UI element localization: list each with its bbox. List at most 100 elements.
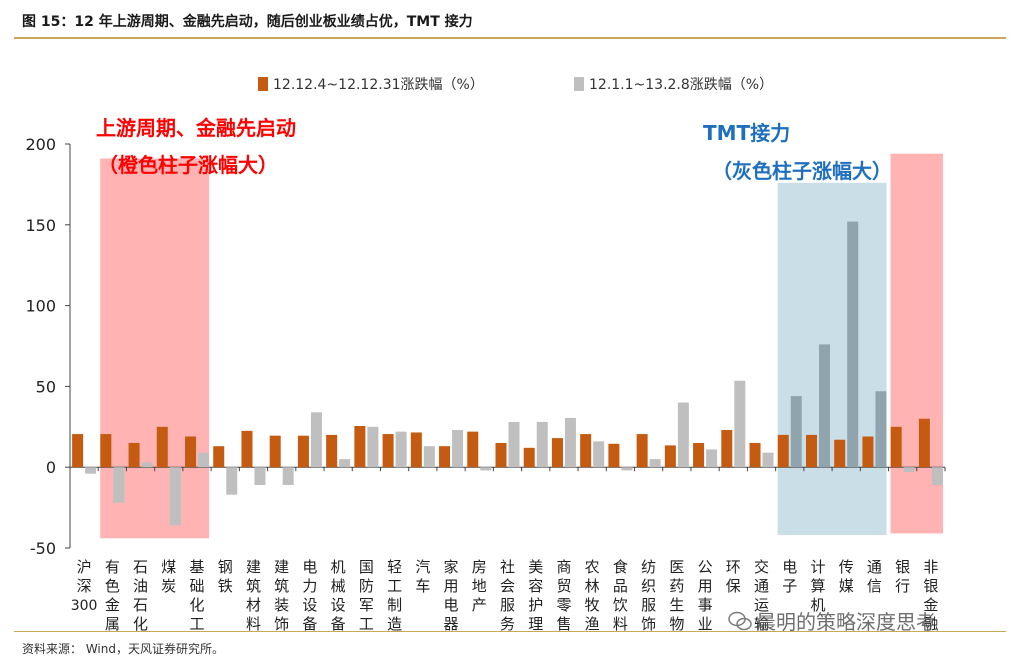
y-tick-label-5: -50 — [30, 539, 56, 558]
chart-legend: 12.12.4~12.12.31涨跌幅（%） 12.1.1~13.2.8涨跌幅（… — [258, 77, 773, 93]
y-tick-label-0: 200 — [25, 135, 56, 154]
category-label-21: 医药生物 — [669, 558, 684, 633]
category-label-12: 汽车 — [415, 558, 430, 595]
category-label-11: 轻工制造 — [387, 558, 402, 633]
bar-series2-22 — [706, 449, 718, 468]
bar-series2-20 — [649, 459, 661, 468]
bar-series1-1 — [100, 434, 112, 468]
bar-series2-25 — [790, 396, 802, 468]
bar-series2-5 — [226, 467, 238, 495]
bar-series2-16 — [536, 421, 548, 468]
category-label-8: 电力设备 — [302, 558, 317, 633]
category-label-20: 纺织服饰 — [641, 558, 656, 633]
category-label-28: 通信 — [867, 558, 882, 595]
category-label-19: 食品饮料 — [613, 558, 628, 633]
category-label-24: 交通运输 — [754, 558, 769, 633]
bar-series1-14 — [467, 431, 479, 468]
bar-series1-15 — [495, 442, 507, 468]
bar-series1-12 — [410, 432, 422, 468]
annotation-right-line2: （灰色柱子涨幅大） — [712, 159, 892, 183]
title-rule — [14, 37, 1006, 39]
category-label-22: 公用事业 — [698, 558, 713, 633]
bar-series1-18 — [580, 434, 592, 468]
bar-series1-30 — [918, 418, 930, 468]
figure-title: 图 15：12 年上游周期、金融先启动，随后创业板业绩占优，TMT 接力 — [22, 14, 473, 30]
bar-series2-26 — [818, 344, 830, 468]
bar-series1-21 — [664, 445, 676, 468]
bar-series2-1 — [113, 467, 125, 503]
bar-series1-6 — [241, 430, 253, 468]
category-label-4: 基础化工 — [190, 558, 205, 633]
category-label-15: 社会服务 — [500, 558, 515, 633]
category-label-1: 有色金属 — [105, 558, 120, 633]
bar-series2-30 — [931, 467, 943, 485]
bar-series1-29 — [890, 426, 902, 468]
category-label-25: 电子 — [782, 558, 797, 595]
bar-series1-13 — [439, 446, 451, 468]
category-label-7: 建筑装饰 — [274, 558, 289, 633]
bar-series1-17 — [551, 438, 563, 468]
category-label-18: 农林牧渔 — [585, 558, 600, 633]
footer-rule — [14, 631, 1006, 632]
category-label-10: 国防军工 — [359, 558, 374, 633]
bar-series2-0 — [85, 467, 97, 474]
watermark: 晨明的策略深度思考 — [728, 606, 936, 635]
legend-label-series2: 12.1.1~13.2.8涨跌幅（%） — [589, 77, 773, 93]
category-label-5: 钢铁 — [218, 558, 233, 595]
y-tick-label-1: 150 — [25, 216, 56, 235]
category-labels: 沪深 300 有色金属石油石化煤炭基础化工钢铁建筑材料建筑装饰电力设备机械设备国防军… — [71, 558, 939, 633]
annotation-left-line1: 上游周期、金融先启动 — [96, 116, 296, 140]
bar-series1-19 — [608, 443, 620, 468]
y-tick-label-4: 0 — [46, 458, 56, 477]
bar-series2-6 — [254, 467, 266, 485]
bar-series2-4 — [198, 452, 210, 468]
category-label-2: 石油石化 — [133, 558, 148, 633]
bar-series1-2 — [128, 442, 140, 468]
bar-series1-24 — [749, 442, 761, 468]
bar-series1-20 — [636, 434, 648, 468]
y-tick-label-2: 100 — [25, 297, 56, 316]
bar-series2-12 — [423, 446, 435, 468]
bar-series1-11 — [382, 434, 394, 468]
bar-series2-9 — [339, 459, 351, 468]
chart-bars — [72, 221, 943, 526]
bar-series2-21 — [677, 402, 689, 468]
category-label-27: 传媒 — [839, 558, 854, 595]
bar-series1-5 — [213, 446, 225, 468]
bar-series1-9 — [326, 434, 338, 468]
annotation-left-line2: （橙色柱子涨幅大） — [98, 153, 278, 177]
bar-series2-7 — [282, 467, 294, 485]
bar-series2-3 — [169, 467, 181, 526]
legend-swatch-series2 — [574, 77, 584, 91]
category-label-23: 环保 — [726, 558, 741, 595]
bar-series1-16 — [523, 447, 535, 468]
annotation-right-line1: TMT接力 — [703, 121, 790, 145]
legend-swatch-series1 — [258, 77, 268, 91]
bar-series2-2 — [141, 462, 153, 468]
source-note: 资料来源： Wind，天风证券研究所。 — [22, 642, 224, 656]
bar-series2-14 — [480, 467, 492, 471]
bar-series1-26 — [805, 434, 817, 468]
bar-series2-27 — [847, 221, 859, 468]
y-tick-label-3: 50 — [36, 377, 56, 396]
bar-series2-28 — [875, 391, 887, 468]
bar-series2-29 — [903, 467, 915, 473]
category-label-3: 煤炭 — [161, 558, 176, 595]
bar-series2-13 — [452, 430, 464, 468]
bar-series1-10 — [354, 425, 366, 468]
bar-series1-23 — [721, 430, 733, 468]
bar-series1-27 — [834, 439, 846, 468]
bar-series2-17 — [564, 417, 576, 468]
bar-series1-22 — [693, 442, 705, 468]
category-label-0: 沪深 300 — [71, 558, 98, 614]
bar-series2-23 — [734, 380, 746, 468]
annotations: 上游周期、金融先启动 （橙色柱子涨幅大） TMT接力 （灰色柱子涨幅大） — [96, 116, 892, 183]
legend-label-series1: 12.12.4~12.12.31涨跌幅（%） — [273, 77, 484, 93]
highlight-region-1 — [777, 182, 887, 536]
bar-series1-8 — [297, 435, 309, 468]
wechat-icon — [728, 611, 752, 630]
bar-series2-10 — [367, 426, 379, 468]
highlight-regions — [100, 153, 943, 539]
bar-series2-11 — [395, 431, 407, 468]
